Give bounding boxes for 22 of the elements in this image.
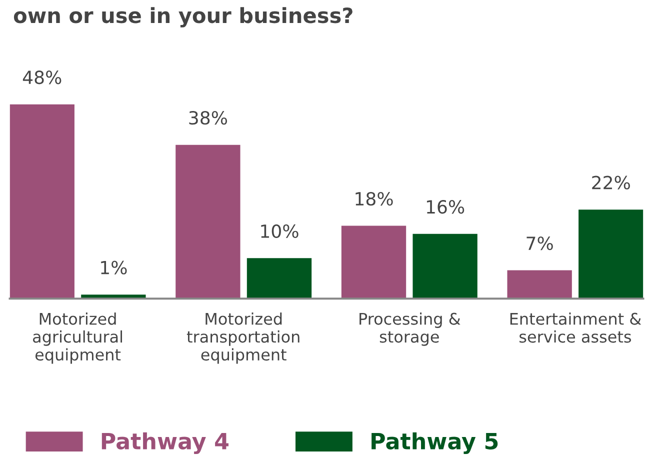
bar [578,210,644,299]
data-label: 16% [426,200,464,214]
x-tick-label: Processing & storage [360,312,460,346]
bar [507,270,572,299]
data-label: 1% [101,260,127,274]
bar [412,234,478,299]
data-label: 38% [189,111,228,125]
legend-label: Pathway 4 [102,432,228,454]
bar [246,258,312,299]
x-tick-label: Entertainment & service assets [510,312,642,343]
bar [341,226,406,299]
bar [176,144,240,299]
data-label: 7% [526,236,553,250]
data-label: 22% [592,176,630,190]
chart-title: own or use in your business? [14,7,352,28]
data-label: 48% [22,70,62,84]
data-label: 18% [356,192,393,206]
bar [10,104,74,299]
legend-label: Pathway 5 [372,432,498,454]
x-tick-label: Motorized agricultural equipment [33,312,122,364]
data-label: 10% [261,224,298,238]
x-tick-label: Motorized transportation equipment [186,312,300,364]
